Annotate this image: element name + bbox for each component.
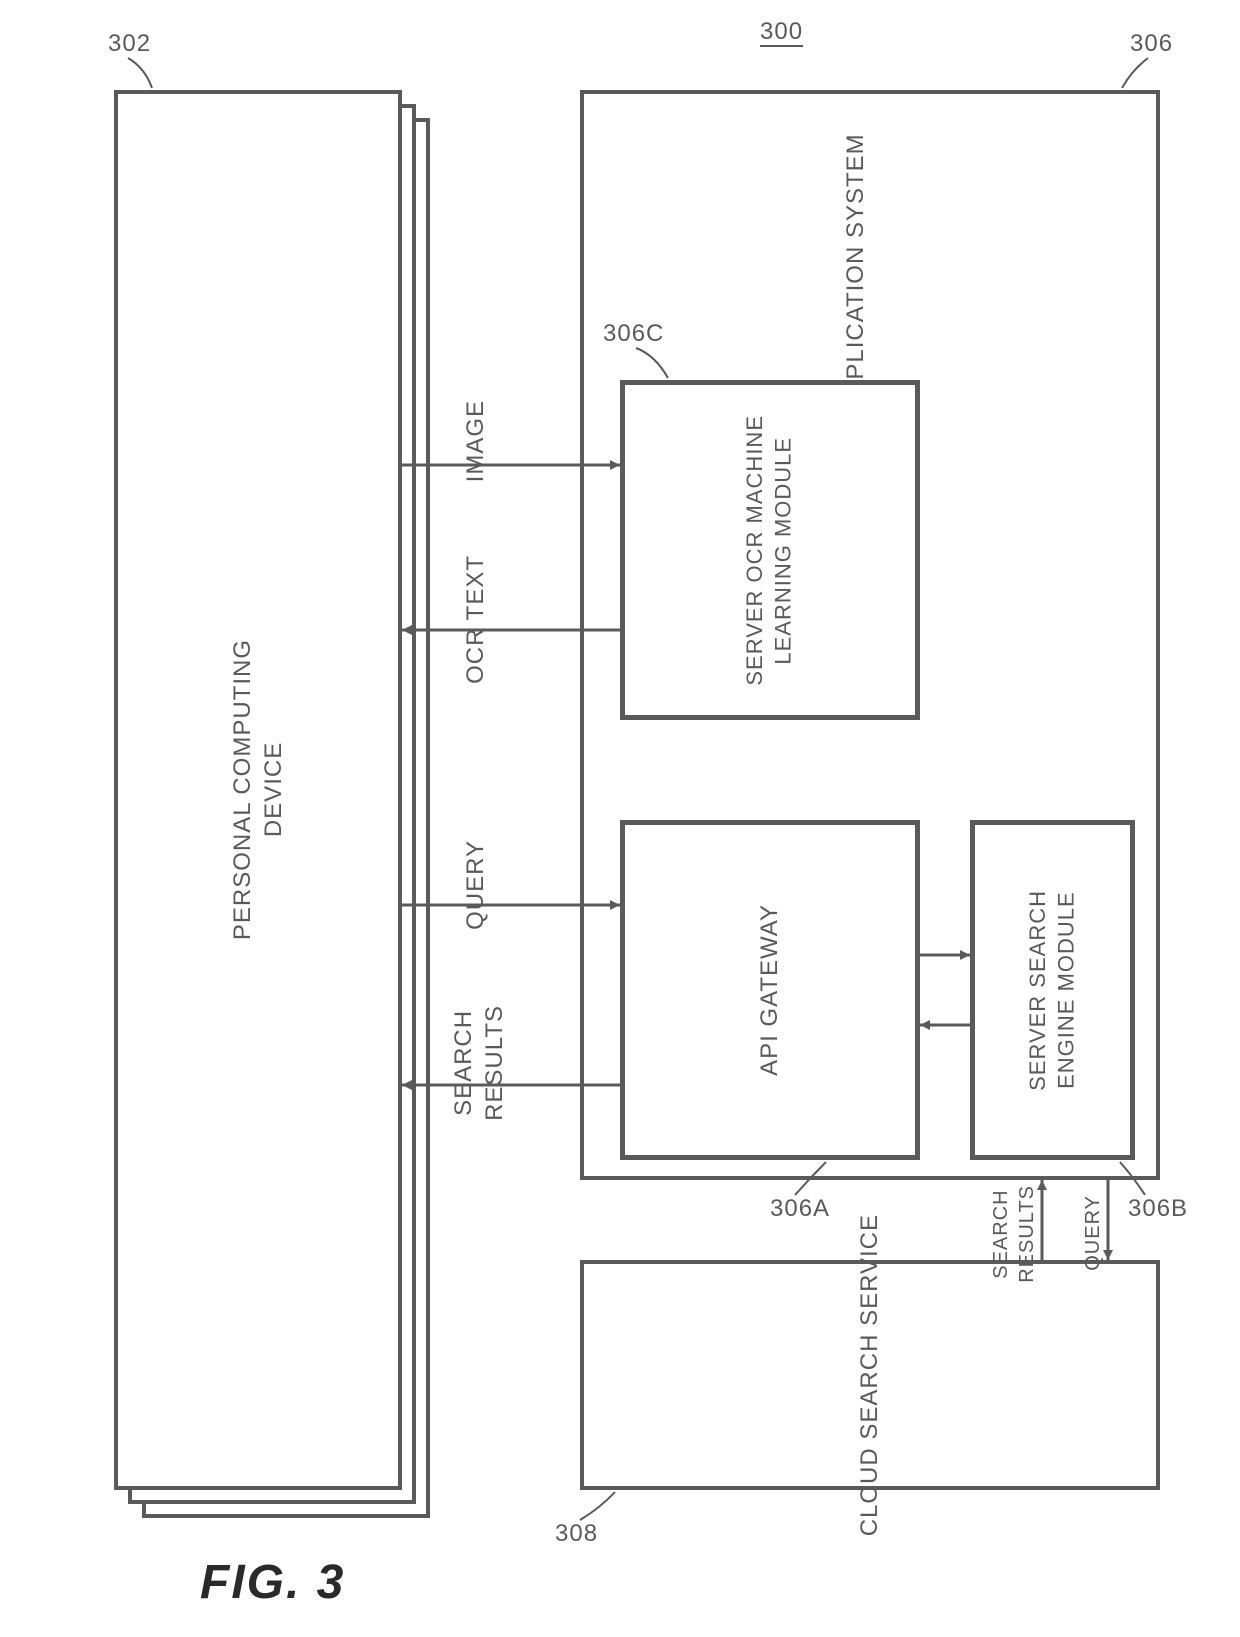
edge-ocrtext-label: OCR TEXT bbox=[460, 555, 491, 684]
ref-306b: 306B bbox=[1128, 1195, 1188, 1223]
api-label: API GATEWAY bbox=[754, 904, 785, 1076]
pcd-label: PERSONAL COMPUTING DEVICE bbox=[227, 639, 289, 940]
edge-image-label: IMAGE bbox=[460, 400, 491, 482]
ref-308: 308 bbox=[555, 1520, 598, 1548]
ref-306c: 306C bbox=[603, 320, 664, 348]
sse-label: SERVER SEARCH ENGINE MODULE bbox=[1024, 890, 1081, 1091]
edge-query2-label: QUERY bbox=[1080, 1195, 1106, 1271]
cloud-label: CLOUD SEARCH SERVICE bbox=[854, 1214, 885, 1536]
server-search-engine-module: SERVER SEARCH ENGINE MODULE bbox=[970, 820, 1135, 1160]
personal-computing-device: PERSONAL COMPUTING DEVICE bbox=[114, 90, 402, 1490]
ref-300: 300 bbox=[760, 18, 803, 46]
edge-results2-label: SEARCH RESULTS bbox=[988, 1185, 1040, 1283]
ocr-label: SERVER OCR MACHINE LEARNING MODULE bbox=[741, 415, 798, 686]
server-ocr-module: SERVER OCR MACHINE LEARNING MODULE bbox=[620, 380, 920, 720]
ref-302: 302 bbox=[108, 30, 151, 58]
ref-306a: 306A bbox=[770, 1195, 830, 1223]
edge-results1-label: SEARCH RESULTS bbox=[448, 1005, 510, 1121]
diagram-canvas: 300 PERSONAL COMPUTING DEVICE SEARCH APP… bbox=[0, 0, 1240, 1637]
api-gateway: API GATEWAY bbox=[620, 820, 920, 1160]
figure-title: FIG. 3 bbox=[200, 1555, 345, 1610]
ref-306: 306 bbox=[1130, 30, 1173, 58]
edge-query1-label: QUERY bbox=[460, 840, 491, 930]
cloud-search-service: CLOUD SEARCH SERVICE bbox=[580, 1260, 1160, 1490]
